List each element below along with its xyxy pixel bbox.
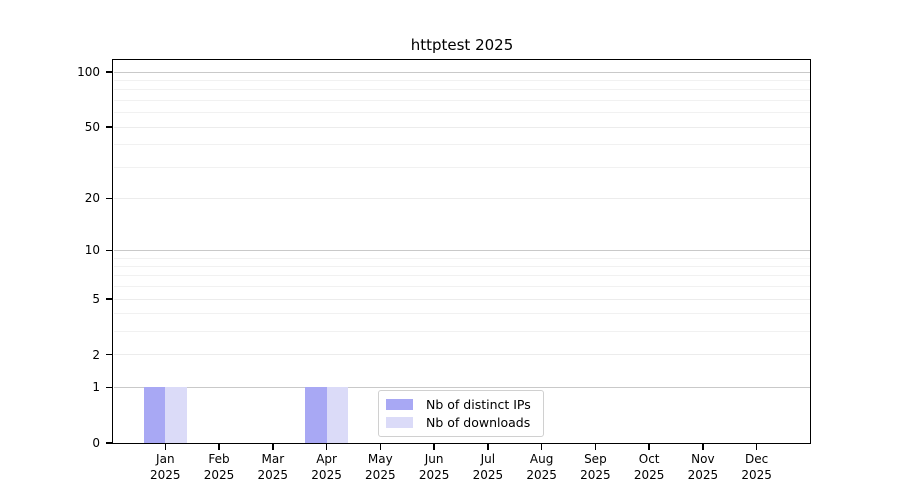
y-tick-label: 5 — [92, 292, 100, 307]
x-tick — [433, 443, 435, 450]
x-tick-label: Jun 2025 — [404, 451, 464, 483]
x-tick-month: Apr — [316, 452, 337, 466]
x-tick-month: Jul — [480, 452, 496, 466]
x-tick-year: 2025 — [472, 468, 504, 482]
x-tick-month: Sep — [584, 452, 607, 466]
x-tick — [379, 443, 382, 450]
x-tick-month: Feb — [208, 452, 230, 466]
y-tick-label: 100 — [77, 65, 100, 80]
x-tick-month: Nov — [691, 452, 715, 466]
gridline-major — [113, 126, 811, 128]
bar — [304, 387, 327, 443]
x-tick-label: Jul 2025 — [458, 451, 518, 483]
gridline-minor — [113, 80, 811, 82]
gridline-minor — [113, 313, 811, 315]
gridline-major — [113, 354, 811, 356]
x-tick — [487, 443, 489, 450]
x-tick — [540, 443, 543, 450]
legend: Nb of distinct IPs Nb of downloads — [378, 390, 544, 437]
chart-title: httptest 2025 — [410, 36, 514, 54]
x-tick — [594, 443, 597, 450]
gridline-minor — [113, 265, 811, 267]
gridline-minor — [113, 286, 811, 288]
y-tick — [106, 298, 113, 300]
x-tick — [325, 443, 328, 450]
gridline-major — [113, 298, 811, 300]
x-tick-year: 2025 — [741, 468, 772, 482]
gridline-minor — [113, 112, 811, 114]
gridline-minor — [113, 89, 811, 91]
gridline-major — [113, 197, 811, 199]
x-tick-year: 2025 — [150, 468, 181, 482]
x-tick-label: Dec 2025 — [727, 451, 787, 483]
legend-item-distinct-ips: Nb of distinct IPs — [379, 397, 543, 412]
x-tick-label: Aug 2025 — [512, 451, 572, 483]
y-tick-label: 0 — [92, 436, 100, 450]
legend-item-downloads: Nb of downloads — [379, 415, 543, 430]
x-tick-year: 2025 — [687, 468, 719, 482]
x-tick — [648, 443, 650, 450]
gridline-minor — [113, 331, 811, 333]
x-tick-label: Jan 2025 — [135, 451, 195, 483]
plot-border — [112, 59, 811, 444]
y-tick-label: 2 — [92, 347, 100, 362]
x-tick-year: 2025 — [257, 468, 289, 482]
gridline-major — [113, 386, 811, 388]
y-tick — [106, 71, 113, 73]
x-tick-year: 2025 — [365, 468, 396, 482]
gridline-minor — [113, 100, 811, 102]
x-tick-month: Mar — [261, 452, 285, 466]
x-tick-label: Sep 2025 — [565, 451, 625, 483]
legend-label-downloads: Nb of downloads — [426, 415, 531, 430]
x-tick-year: 2025 — [633, 468, 665, 482]
x-tick-year: 2025 — [311, 468, 342, 482]
y-tick-label: 1 — [92, 380, 100, 395]
x-tick — [702, 443, 704, 450]
x-tick-label: May 2025 — [350, 451, 410, 483]
legend-label-distinct-ips: Nb of distinct IPs — [426, 397, 531, 412]
y-tick — [106, 386, 113, 389]
y-tick-label: 10 — [84, 243, 100, 258]
x-tick-label: Feb 2025 — [189, 451, 249, 483]
x-tick-year: 2025 — [203, 468, 235, 482]
gridline-minor — [113, 257, 811, 259]
y-tick — [106, 442, 113, 444]
gridline-minor — [113, 144, 811, 146]
legend-swatch-downloads — [386, 417, 413, 428]
y-tick — [106, 249, 113, 252]
x-tick-month: Jan — [156, 452, 175, 466]
x-tick-label: Oct 2025 — [619, 451, 679, 483]
x-tick-month: May — [367, 452, 393, 466]
x-tick-label: Apr 2025 — [297, 451, 357, 483]
x-tick-year: 2025 — [580, 468, 611, 482]
y-tick — [106, 197, 113, 200]
x-tick-month: Jun — [424, 452, 444, 466]
x-tick-month: Aug — [529, 452, 554, 466]
y-tick — [106, 126, 113, 128]
x-tick — [272, 443, 274, 450]
x-tick-month: Dec — [745, 452, 769, 466]
gridline-major — [113, 249, 811, 251]
y-tick — [106, 353, 113, 356]
x-tick — [755, 443, 758, 450]
gridline-minor — [113, 166, 811, 168]
bar — [143, 387, 166, 443]
bar — [326, 387, 349, 443]
y-tick-label: 50 — [84, 120, 100, 135]
gridline-major — [113, 71, 811, 73]
x-tick-year: 2025 — [418, 468, 450, 482]
bar — [165, 387, 187, 443]
legend-swatch-distinct-ips — [386, 399, 413, 410]
x-tick-label: Nov 2025 — [673, 451, 733, 483]
x-tick — [164, 443, 167, 450]
x-tick-label: Mar 2025 — [243, 451, 303, 483]
x-tick-year: 2025 — [526, 468, 557, 482]
x-tick — [218, 443, 220, 450]
y-tick-label: 20 — [84, 191, 100, 206]
gridline-minor — [113, 275, 811, 277]
x-tick-month: Oct — [638, 452, 660, 466]
